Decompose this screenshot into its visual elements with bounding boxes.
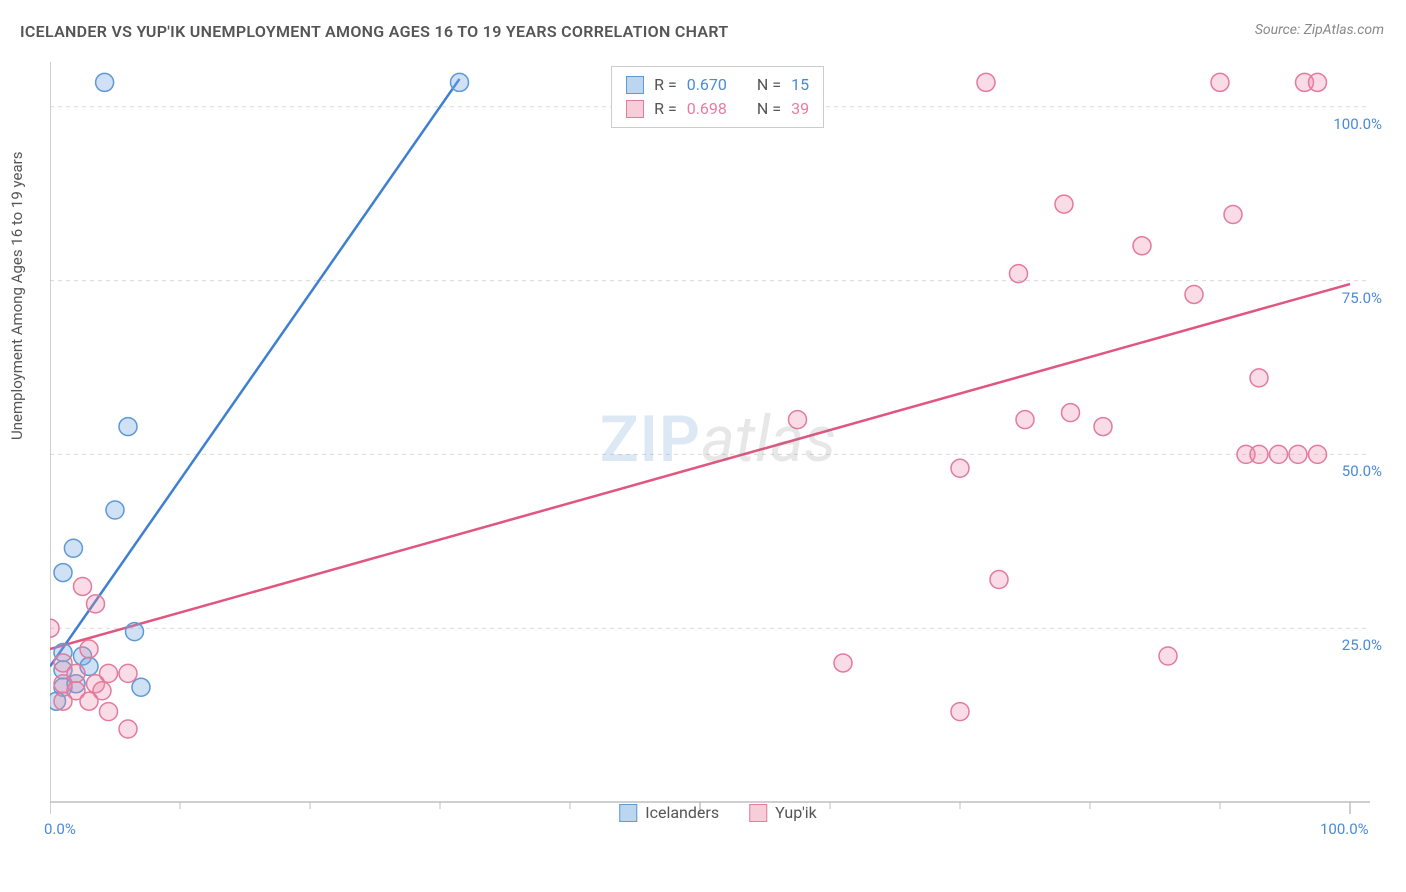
legend-swatch: [749, 804, 767, 822]
y-axis-label: Unemployment Among Ages 16 to 19 years: [8, 152, 26, 440]
y-tick-label: 25.0%: [1342, 636, 1382, 654]
scatter-plot: ZIPatlas R =0.670N =15R =0.698N =39 Icel…: [50, 62, 1386, 824]
r-label: R =: [654, 97, 677, 121]
n-label: N =: [757, 73, 781, 97]
n-value: 39: [791, 97, 809, 121]
n-label: N =: [757, 97, 781, 121]
n-value: 15: [791, 73, 809, 97]
legend-label: Yup'ik: [775, 803, 817, 822]
r-value: 0.670: [687, 73, 727, 97]
r-label: R =: [654, 73, 677, 97]
chart-title: ICELANDER VS YUP'IK UNEMPLOYMENT AMONG A…: [20, 22, 729, 41]
y-tick-label: 75.0%: [1342, 289, 1382, 307]
y-tick-label: 100.0%: [1333, 115, 1382, 133]
legend-swatch: [626, 100, 644, 118]
legend-item: Icelanders: [619, 803, 719, 822]
y-tick-label: 50.0%: [1342, 462, 1382, 480]
stats-legend-row: R = 0.670 N = 15: [626, 73, 809, 97]
legend-label: Icelanders: [645, 803, 719, 822]
x-tick-label: 100.0%: [1320, 820, 1369, 838]
series-legend: Icelanders Yup'ik: [619, 803, 817, 822]
plot-svg: [50, 62, 1386, 824]
x-tick-label: 0.0%: [44, 820, 76, 838]
r-value: 0.698: [687, 97, 727, 121]
legend-item: Yup'ik: [749, 803, 817, 822]
stats-legend-row: R = 0.698 N = 39: [626, 97, 809, 121]
source-attribution: Source: ZipAtlas.com: [1255, 22, 1384, 38]
legend-swatch: [626, 76, 644, 94]
legend-swatch: [619, 804, 637, 822]
stats-legend: R = 0.670 N = 15 R = 0.698 N = 39: [611, 66, 824, 128]
